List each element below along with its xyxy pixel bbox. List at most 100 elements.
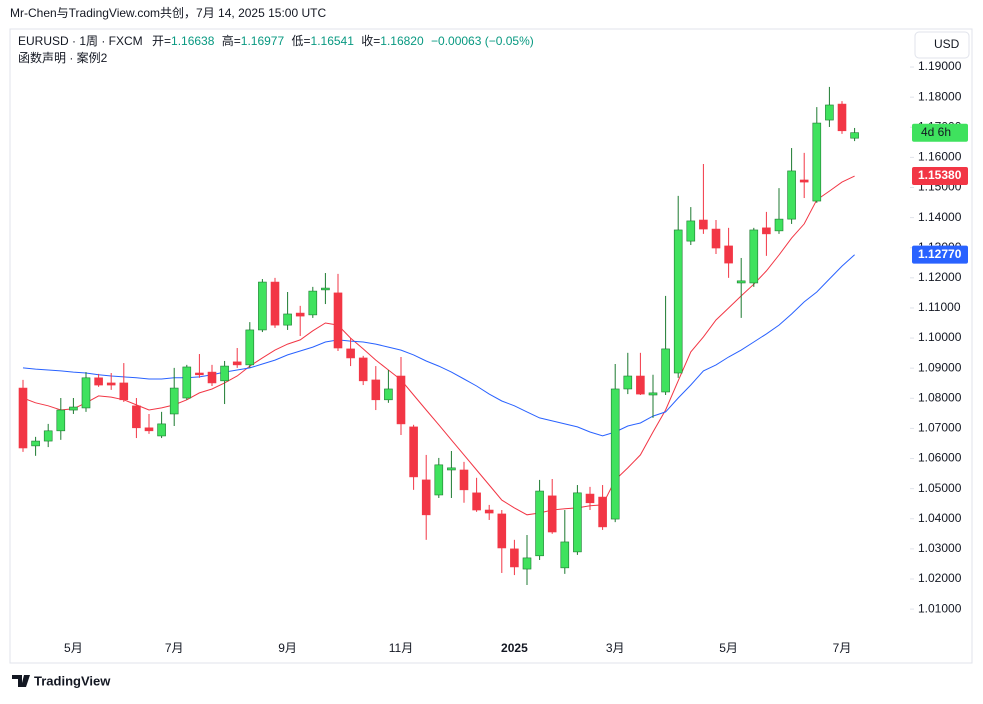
candle-body — [31, 440, 40, 447]
brand: TradingView — [34, 673, 111, 688]
candle-body — [535, 490, 544, 557]
y-tick-label: 1.12000 — [918, 270, 962, 284]
brand-logo — [12, 675, 30, 687]
candle-body — [119, 382, 129, 401]
y-tick-label: 1.08000 — [918, 390, 962, 404]
candle-body — [711, 228, 721, 249]
candle-body — [321, 287, 330, 291]
candle-body — [295, 312, 305, 317]
candle-body — [346, 348, 355, 359]
candle-body — [358, 357, 368, 382]
candle-body — [81, 377, 91, 409]
x-tick-label: 5月 — [64, 641, 83, 655]
y-tick-label: 1.14000 — [918, 210, 962, 224]
candle-body — [837, 103, 847, 132]
candle-body — [799, 179, 809, 183]
candle-body — [736, 280, 746, 284]
y-tick-label: 1.11000 — [918, 300, 961, 314]
candle-body — [648, 392, 658, 396]
candle-body — [308, 290, 318, 316]
candle-body — [484, 509, 494, 514]
candle-body — [850, 132, 859, 139]
y-tick-label: 1.03000 — [918, 541, 962, 555]
x-tick-label: 11月 — [389, 641, 413, 655]
candle-body — [686, 220, 696, 242]
last-value-label: 1.12770 — [918, 247, 962, 261]
countdown-label-box — [912, 123, 968, 142]
y-tick-label: 1.04000 — [918, 511, 962, 525]
x-tick-label: 5月 — [719, 641, 738, 655]
candle-body — [661, 348, 670, 393]
candle-body — [182, 366, 192, 399]
header-line: EURUSD · 1周 · FXCM 开=1.16638 高=1.16977 低… — [18, 33, 534, 48]
candle-body — [825, 104, 834, 121]
candle-body — [547, 495, 557, 533]
candle-body — [510, 548, 519, 568]
candle-body — [157, 423, 166, 437]
candle-body — [220, 365, 229, 382]
candle-body — [623, 375, 633, 390]
candle-body — [371, 379, 381, 401]
y-tick-label: 1.01000 — [918, 601, 962, 615]
candle-body — [384, 388, 393, 401]
open-label: 开= — [152, 34, 171, 48]
candle-body — [43, 430, 53, 442]
candle-body — [749, 229, 759, 284]
x-tick-label: 3月 — [606, 641, 625, 655]
candle-body — [232, 361, 242, 366]
last-value-label-box — [912, 167, 968, 186]
candle-body — [673, 229, 683, 374]
candle-body — [258, 281, 267, 331]
y-tick-label: 1.06000 — [918, 451, 962, 465]
candle-body — [610, 388, 620, 520]
candle-body — [560, 541, 570, 569]
candle-body — [787, 170, 796, 220]
candle-body — [409, 426, 418, 478]
last-value-label: 1.15380 — [918, 168, 962, 182]
open-value: 1.16638 — [171, 34, 215, 48]
candle-body — [522, 557, 532, 570]
candle-body — [94, 377, 103, 386]
x-tick-label: 2025 — [501, 641, 528, 655]
candle-body — [333, 292, 343, 349]
close-label: 收= — [361, 34, 380, 48]
x-tick-label: 7月 — [165, 641, 184, 655]
candle-body — [270, 281, 280, 326]
indicator-name: 函数声明 · 案例2 — [18, 50, 108, 65]
candle-body — [169, 387, 179, 415]
y-tick-label: 1.05000 — [918, 481, 962, 495]
y-tick-label: 1.09000 — [918, 360, 962, 374]
last-value-label-box — [912, 245, 968, 264]
candle-body — [144, 427, 154, 432]
candle-body — [396, 375, 406, 425]
candle-body — [472, 492, 481, 511]
symbol: EURUSD · 1周 · FXCM — [18, 34, 143, 48]
candle-body — [69, 406, 78, 411]
candle-body — [774, 218, 784, 232]
currency-button[interactable] — [914, 31, 970, 59]
x-tick-label: 9月 — [278, 641, 297, 655]
change: −0.00063 (−0.05%) — [431, 34, 534, 48]
candle-body — [283, 313, 292, 326]
candle-body — [459, 469, 469, 491]
candle-body — [762, 227, 771, 235]
candle-body — [56, 409, 66, 432]
candle-body — [132, 405, 141, 429]
low-label: 低= — [292, 34, 311, 48]
y-tick-label: 1.18000 — [918, 89, 962, 103]
candle-body — [724, 245, 733, 264]
candle-body — [699, 219, 708, 230]
candle-body — [245, 329, 255, 366]
moving-average-line — [22, 175, 855, 516]
y-tick-label: 1.07000 — [918, 421, 962, 435]
attribution: Mr-Chen与TradingView.com共创，7月 14, 2025 15… — [10, 6, 326, 20]
candle-body — [207, 371, 217, 384]
candle-body — [18, 387, 28, 449]
candle-body — [812, 122, 822, 202]
currency[interactable]: USD — [934, 37, 960, 51]
plot: 1.01000 1.02000 1.03000 1.04000 1.05000 1.060… — [18, 59, 968, 655]
y-tick-label: 1.02000 — [918, 571, 962, 585]
moving-average-line — [22, 254, 855, 437]
